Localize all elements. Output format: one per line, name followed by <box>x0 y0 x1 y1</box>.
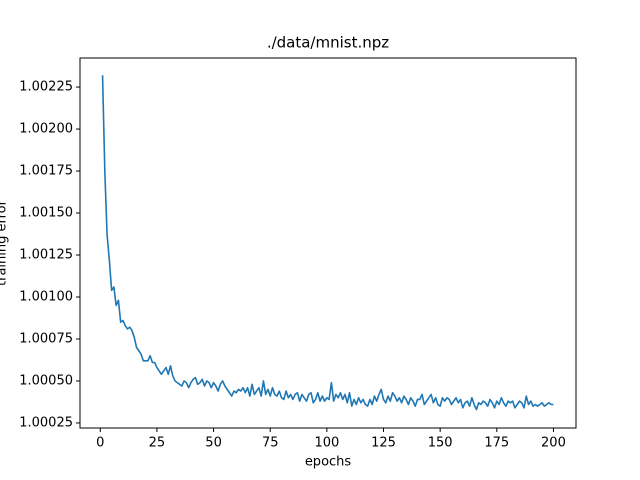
y-tick-label: 1.00175 <box>19 164 73 179</box>
x-tick-label: 175 <box>484 436 509 451</box>
y-tick-label: 1.00025 <box>19 415 73 430</box>
chart-title: ./data/mnist.npz <box>267 34 389 52</box>
y-axis-label: training error <box>0 199 10 286</box>
y-tick-label: 1.00125 <box>19 248 73 263</box>
y-tick-label: 1.00100 <box>19 289 73 304</box>
x-tick-label: 50 <box>205 436 222 451</box>
x-tick-label: 0 <box>96 436 104 451</box>
data-line <box>101 75 554 411</box>
x-tick-label: 75 <box>262 436 279 451</box>
plot-frame <box>79 57 577 429</box>
x-axis-label: epochs <box>305 455 352 470</box>
y-tick-label: 1.00225 <box>19 80 73 95</box>
y-tick-label: 1.00075 <box>19 331 73 346</box>
x-tick-label: 150 <box>428 436 453 451</box>
x-tick-label: 200 <box>541 436 566 451</box>
y-tick-label: 1.00050 <box>19 373 73 388</box>
x-tick-label: 25 <box>149 436 166 451</box>
x-tick-label: 125 <box>371 436 396 451</box>
y-tick-label: 1.00200 <box>19 122 73 137</box>
y-tick-label: 1.00150 <box>19 206 73 221</box>
x-tick-label: 100 <box>314 436 339 451</box>
